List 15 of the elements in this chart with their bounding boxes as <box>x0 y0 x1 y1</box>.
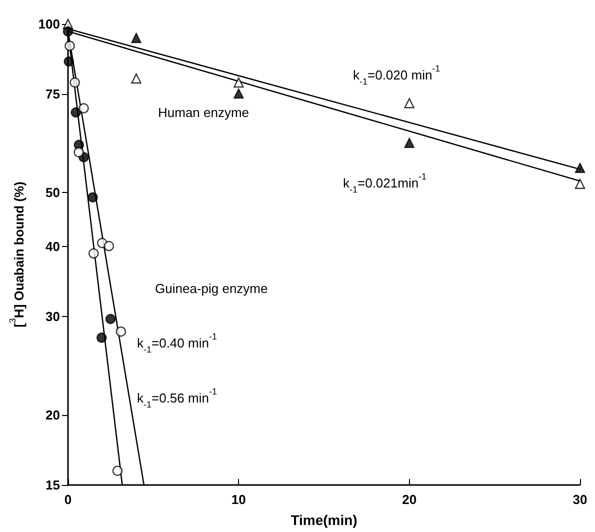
y-tick-label: 100 <box>38 16 60 32</box>
y-tick-label: 20 <box>46 408 60 423</box>
y-tick-label: 30 <box>46 309 60 324</box>
x-tick-label: 0 <box>64 492 72 507</box>
y-tick-label: 50 <box>46 184 60 200</box>
x-tick-label: 30 <box>572 492 588 507</box>
y-tick-label: 15 <box>46 478 60 492</box>
x-tick-label: 20 <box>402 492 417 507</box>
y-axis-title: [3H] Ouabain bound (%) <box>8 182 26 328</box>
y-tick-label: 40 <box>46 239 60 254</box>
y-tick-label: 75 <box>46 86 60 102</box>
annotation: Guinea-pig enzyme <box>155 281 268 296</box>
x-axis-title: Time(min) <box>290 512 358 528</box>
annotation: Human enzyme <box>158 105 250 120</box>
x-tick-label: 10 <box>231 492 246 507</box>
